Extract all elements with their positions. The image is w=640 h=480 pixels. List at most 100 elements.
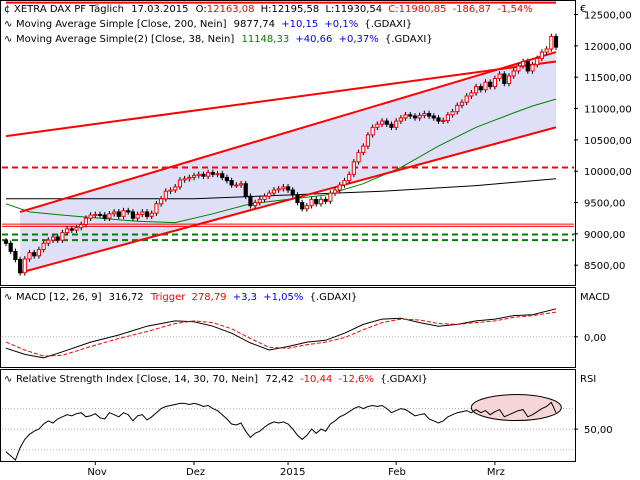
sma38-value: 11148,33 bbox=[241, 34, 289, 45]
candle-body bbox=[361, 145, 366, 153]
line-icon-sma38: ∿ bbox=[4, 34, 12, 45]
candle-body bbox=[196, 173, 201, 177]
candle-body bbox=[530, 64, 535, 72]
candle-body bbox=[549, 35, 554, 50]
candle-body bbox=[497, 73, 502, 79]
candle-body bbox=[163, 190, 168, 200]
candle-body bbox=[267, 192, 272, 197]
candle-body bbox=[210, 171, 215, 175]
candle-body bbox=[220, 173, 225, 178]
candle-body bbox=[13, 250, 18, 261]
channel-lower-line bbox=[19, 126, 557, 274]
candle-body bbox=[116, 211, 121, 217]
sma38-symbol: {.GDAXI} bbox=[385, 34, 433, 45]
candle-body bbox=[248, 195, 253, 207]
candle-body bbox=[135, 213, 140, 219]
candle-body bbox=[314, 198, 319, 205]
candle-body bbox=[408, 114, 413, 117]
chart-date: 17.03.2015 bbox=[131, 4, 188, 15]
candle-body bbox=[173, 186, 178, 191]
candle-body bbox=[384, 120, 389, 125]
candle-body bbox=[426, 113, 432, 117]
candle-body bbox=[187, 176, 192, 180]
xtick-label: Feb bbox=[388, 467, 406, 478]
candle-body bbox=[403, 114, 408, 119]
price-ytick: 12000,00 bbox=[584, 42, 632, 53]
candle-body bbox=[126, 210, 131, 213]
candle-body bbox=[112, 211, 117, 215]
channel-fill bbox=[20, 52, 557, 273]
candle-body bbox=[36, 249, 42, 257]
sma200-symbol: {.GDAXI} bbox=[364, 19, 412, 30]
candle-body bbox=[535, 57, 540, 66]
candle-body bbox=[234, 184, 239, 187]
candle-body bbox=[389, 123, 394, 128]
candle-body bbox=[88, 214, 93, 219]
candle-body bbox=[102, 214, 107, 219]
candle-body bbox=[8, 242, 13, 252]
candle-body bbox=[215, 173, 220, 176]
candle-body bbox=[41, 242, 46, 251]
candle-body bbox=[455, 104, 460, 113]
price-ytick: 8500,00 bbox=[584, 261, 625, 272]
rsi-plot bbox=[2, 394, 574, 461]
rsi-ytick: 50,00 bbox=[584, 425, 613, 436]
candle-body bbox=[285, 186, 291, 191]
candle-body bbox=[459, 101, 465, 106]
svg-text:Relative Strength Index [Close: Relative Strength Index [Close, 14, 30, … bbox=[16, 374, 428, 385]
macd-symbol: {.GDAXI} bbox=[310, 292, 358, 303]
macd-title: MACD [12, 26, 9] bbox=[16, 292, 102, 303]
candle-body bbox=[422, 113, 427, 116]
macd-trigger-label: Trigger bbox=[150, 292, 186, 303]
sma38-change: +40,66 bbox=[295, 34, 332, 45]
price-ytick: 10500,00 bbox=[584, 136, 632, 147]
candle-body bbox=[27, 252, 32, 260]
chart-title: XETRA DAX PF Täglich bbox=[14, 4, 124, 15]
rsi-symbol: {.GDAXI} bbox=[380, 374, 428, 385]
ohlc-change-pct: -1,54% bbox=[497, 4, 532, 15]
rsi-change-pct: -12,6% bbox=[339, 374, 374, 385]
candle-body bbox=[516, 65, 521, 72]
candle-body bbox=[281, 186, 286, 190]
candle-body bbox=[436, 117, 441, 122]
candle-body bbox=[450, 111, 455, 116]
sma38-change-pct: +0,37% bbox=[339, 34, 379, 45]
svg-text:XETRA DAX PF Täglich 17.: XETRA DAX PF Täglich 17.03.2015 O:12163,… bbox=[14, 4, 533, 15]
channel-upper-line bbox=[19, 51, 557, 213]
candle-body bbox=[544, 48, 549, 53]
svg-text:MACD [12, 26, 9] 316,72: MACD [12, 26, 9] 316,72 Trigger 278,79 +… bbox=[16, 292, 357, 303]
candle-body bbox=[206, 171, 211, 177]
candle-body bbox=[65, 228, 70, 234]
svg-text:Moving Average Simple(2) [Clos: Moving Average Simple(2) [Close, 38, Nei… bbox=[16, 34, 433, 45]
candle-body bbox=[488, 81, 493, 88]
candle-body bbox=[290, 189, 295, 196]
candle-body bbox=[445, 114, 450, 121]
ohlc-open-prefix: O: bbox=[196, 4, 207, 15]
candle-body bbox=[398, 117, 403, 122]
macd-legend: ∿ MACD [12, 26, 9] 316,72 Trigger 278,79… bbox=[4, 292, 610, 303]
candle-body bbox=[502, 73, 507, 84]
candle-body bbox=[309, 198, 314, 207]
candle-body bbox=[431, 115, 436, 119]
candle-body bbox=[130, 211, 136, 219]
candle-body bbox=[525, 61, 530, 72]
sma200-label: Moving Average Simple [Close, 200, Nein] bbox=[16, 19, 227, 30]
candle-body bbox=[318, 198, 324, 205]
candle-body bbox=[520, 61, 526, 67]
candle-body bbox=[356, 151, 361, 163]
xtick-label: Nov bbox=[87, 467, 107, 478]
candle-body bbox=[46, 239, 51, 244]
candle-body bbox=[332, 189, 338, 194]
line-icon-rsi: ∿ bbox=[4, 374, 12, 385]
candle-body bbox=[300, 202, 305, 210]
candle-body bbox=[478, 86, 483, 91]
ohlc-close-prefix: C: bbox=[388, 4, 398, 15]
xtick-label: Dez bbox=[186, 467, 205, 478]
macd-value: 316,72 bbox=[109, 292, 144, 303]
price-ytick: 11500,00 bbox=[584, 73, 632, 84]
xtick-label: 2015 bbox=[280, 467, 305, 478]
macd-trigger-line bbox=[5, 311, 557, 357]
candle-body bbox=[347, 173, 352, 182]
candle-body bbox=[159, 198, 164, 205]
